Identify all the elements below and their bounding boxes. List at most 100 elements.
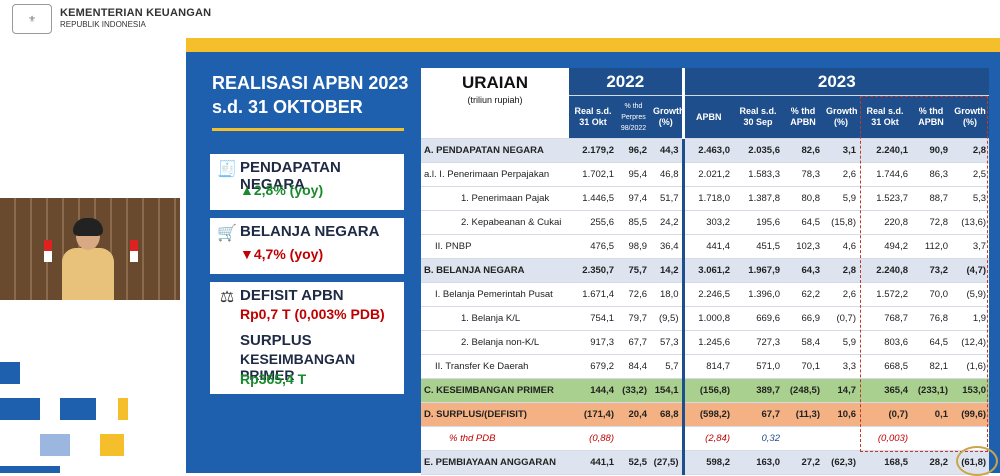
table-cell: 57,3: [650, 330, 683, 355]
table-cell: 67,7: [733, 402, 783, 427]
table-cell: (99,6): [951, 402, 990, 427]
table-cell: 153,0: [951, 378, 990, 403]
row-label: A. PENDAPATAN NEGARA: [421, 138, 569, 163]
table-cell: [650, 426, 683, 451]
table-cell: 73,2: [911, 258, 951, 283]
speaker-video: [0, 198, 180, 300]
scale-icon: ⚖: [219, 289, 235, 306]
column-header: % thd APBN: [911, 95, 951, 139]
table-cell: 803,6: [859, 330, 911, 355]
column-header: APBN: [681, 95, 733, 139]
table-cell: (12,4): [951, 330, 990, 355]
table-cell: 679,2: [569, 354, 617, 379]
table-cell: 1.583,3: [733, 162, 783, 187]
table-cell: 1.702,1: [569, 162, 617, 187]
table-cell: 10,6: [823, 402, 859, 427]
table-cell: 58,4: [783, 330, 823, 355]
table-cell: 303,2: [681, 210, 733, 235]
table-cell: 68,8: [650, 402, 683, 427]
table-cell: 28,2: [911, 450, 951, 475]
table-cell: 0,32: [733, 426, 783, 451]
table-cell: 44,3: [650, 138, 683, 163]
row-label: 2. Belanja non-K/L: [421, 330, 569, 355]
table-cell: 1,9: [951, 306, 990, 331]
table-row: C. KESEIMBANGAN PRIMER 144,4 (33,2) 154,1 (1…: [421, 378, 990, 403]
row-label: I. Belanja Pemerintah Pusat: [421, 282, 569, 307]
table-cell: (27,5): [650, 450, 683, 475]
table-cell: 64,3: [783, 258, 823, 283]
table-cell: [783, 426, 823, 451]
table-cell: 2.240,8: [859, 258, 911, 283]
table-cell: 3,3: [823, 354, 859, 379]
table-cell: 2,8: [951, 138, 990, 163]
year-2022-header: 2022: [569, 68, 683, 96]
table-cell: [617, 426, 650, 451]
row-label: a.l. I. Penerimaan Perpajakan: [421, 162, 569, 187]
table-cell: 102,3: [783, 234, 823, 259]
table-cell: 571,0: [733, 354, 783, 379]
table-cell: 24,2: [650, 210, 683, 235]
slide-title: REALISASI APBN 2023: [212, 73, 409, 93]
table-cell: 255,6: [569, 210, 617, 235]
table-cell: 1.671,4: [569, 282, 617, 307]
table-cell: 96,2: [617, 138, 650, 163]
table-cell: 1.718,0: [681, 186, 733, 211]
table-cell: 3.061,2: [681, 258, 733, 283]
table-cell: 5,9: [823, 186, 859, 211]
table-cell: (2,84): [681, 426, 733, 451]
speaker-figure: [62, 218, 114, 300]
table-cell: 1.744,6: [859, 162, 911, 187]
table-cell: 82,1: [911, 354, 951, 379]
table-cell: 2.240,1: [859, 138, 911, 163]
table-cell: 84,4: [617, 354, 650, 379]
table-cell: 1.245,6: [681, 330, 733, 355]
ministry-header: ⚜ KEMENTERIAN KEUANGAN REPUBLIK INDONESI…: [0, 0, 1000, 36]
table-cell: 98,9: [617, 234, 650, 259]
table-cell: 2.035,6: [733, 138, 783, 163]
table-cell: (233,1): [911, 378, 951, 403]
belanja-label: BELANJA NEGARA: [240, 223, 380, 240]
defisit-value: Rp0,7 T (0,003% PDB): [240, 306, 385, 322]
table-cell: [823, 426, 859, 451]
table-row: II. PNBP 476,5 98,9 36,4 441,4 451,5 102,3 4,6 4…: [421, 234, 990, 259]
table-cell: (0,7): [859, 402, 911, 427]
title-divider: [212, 128, 404, 131]
table-cell: 70,0: [911, 282, 951, 307]
table-cell: 441,1: [569, 450, 617, 475]
belanja-value: ▼4,7% (yoy): [240, 246, 324, 262]
table-cell: (33,2): [617, 378, 650, 403]
table-cell: 768,7: [859, 306, 911, 331]
row-label: 1. Penerimaan Pajak: [421, 186, 569, 211]
table-cell: 90,9: [911, 138, 951, 163]
table-cell: 2,5: [951, 162, 990, 187]
table-cell: (13,6): [951, 210, 990, 235]
table-cell: 441,4: [681, 234, 733, 259]
table-cell: (0,88): [569, 426, 617, 451]
column-header: Growth (%): [823, 95, 859, 139]
table-cell: 0,1: [911, 402, 951, 427]
row-label: B. BELANJA NEGARA: [421, 258, 569, 283]
table-cell: 220,8: [859, 210, 911, 235]
surplus-value: Rp365,4 T: [240, 371, 307, 387]
column-header: Growth (%): [650, 95, 683, 139]
table-row: 1. Penerimaan Pajak 1.446,5 97,4 51,7 1.718,…: [421, 186, 990, 211]
table-row: 2. Kepabeanan & Cukai 255,6 85,5 24,2 303,2 1…: [421, 210, 990, 235]
table-cell: 4,6: [823, 234, 859, 259]
table-cell: 5,3: [951, 186, 990, 211]
table-cell: (11,3): [783, 402, 823, 427]
table-cell: 2,6: [823, 162, 859, 187]
table-cell: (15,8): [823, 210, 859, 235]
table-cell: 67,7: [617, 330, 650, 355]
table-cell: 82,6: [783, 138, 823, 163]
table-cell: (171,4): [569, 402, 617, 427]
table-cell: 195,6: [733, 210, 783, 235]
table-cell: 85,5: [617, 210, 650, 235]
table-cell: (9,5): [650, 306, 683, 331]
table-cell: 14,2: [650, 258, 683, 283]
apbn-table: URAIAN (triliun rupiah) 2022 2023 Real s…: [421, 68, 990, 475]
pendapatan-value: ▲2,8% (yoy): [240, 182, 324, 198]
table-cell: 51,7: [650, 186, 683, 211]
table-cell: (598,2): [681, 402, 733, 427]
table-cell: 2.463,0: [681, 138, 733, 163]
table-cell: 451,5: [733, 234, 783, 259]
